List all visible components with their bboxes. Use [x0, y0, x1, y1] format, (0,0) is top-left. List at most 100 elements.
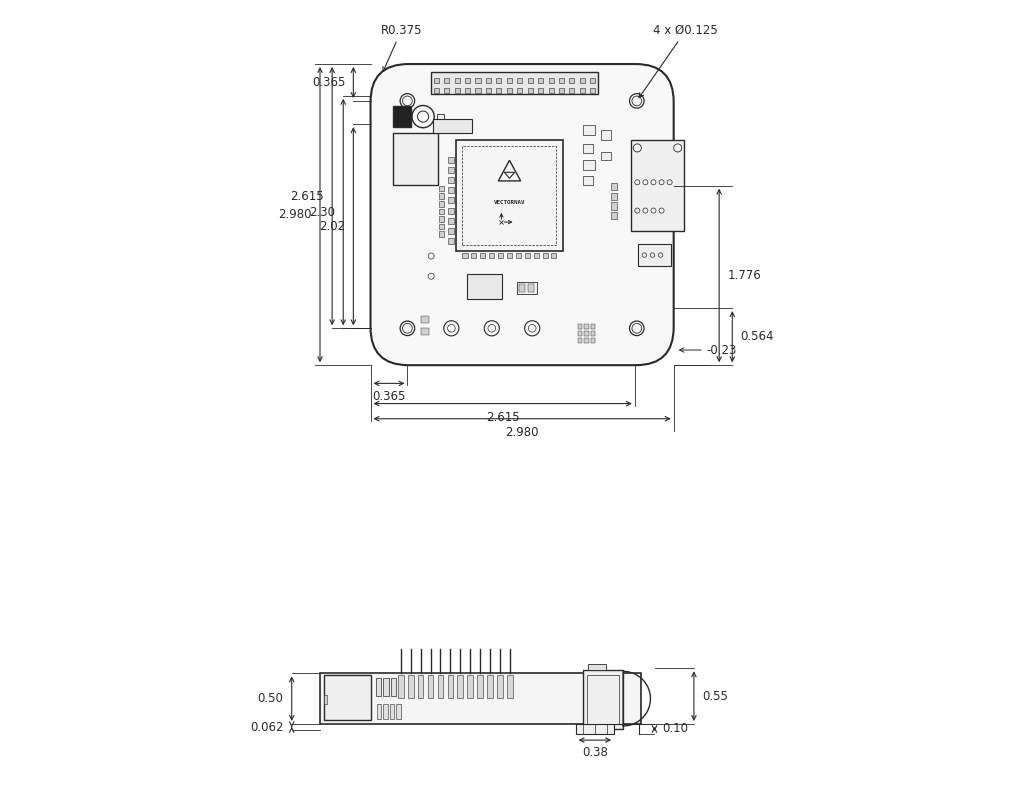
Text: 2.980: 2.980: [279, 208, 312, 221]
Text: 0.55: 0.55: [702, 690, 728, 702]
Bar: [465, 88, 470, 93]
Bar: [583, 160, 595, 170]
Bar: [559, 88, 564, 93]
Text: 1.776: 1.776: [727, 269, 761, 282]
Bar: [477, 675, 483, 698]
Bar: [527, 78, 532, 83]
Bar: [538, 88, 543, 93]
Bar: [591, 324, 595, 329]
Bar: [601, 130, 611, 140]
Bar: [455, 78, 460, 83]
Bar: [434, 78, 438, 83]
Bar: [583, 144, 593, 153]
Text: 0.365: 0.365: [312, 76, 345, 89]
Bar: [551, 253, 556, 258]
Bar: [390, 704, 394, 719]
Text: 2.615: 2.615: [291, 190, 324, 202]
Bar: [569, 88, 574, 93]
Bar: [519, 284, 525, 293]
Bar: [517, 88, 522, 93]
Bar: [447, 675, 454, 698]
Bar: [449, 167, 455, 173]
Bar: [324, 695, 327, 704]
Bar: [517, 78, 522, 83]
Bar: [585, 331, 589, 336]
Bar: [543, 253, 548, 258]
Bar: [497, 78, 502, 83]
Bar: [587, 676, 620, 724]
Bar: [486, 88, 490, 93]
Bar: [507, 675, 513, 698]
Bar: [383, 704, 388, 719]
Text: 4 x Ø0.125: 4 x Ø0.125: [639, 24, 718, 97]
Bar: [393, 107, 411, 127]
Bar: [444, 88, 450, 93]
Bar: [580, 78, 585, 83]
Bar: [486, 78, 490, 83]
Bar: [583, 125, 595, 134]
Bar: [439, 193, 444, 199]
Bar: [431, 72, 598, 94]
Bar: [449, 218, 455, 224]
Bar: [583, 670, 624, 729]
Bar: [578, 338, 583, 343]
Bar: [324, 676, 371, 720]
Bar: [408, 675, 414, 698]
Bar: [480, 253, 485, 258]
Text: 0.564: 0.564: [740, 330, 774, 343]
Bar: [439, 186, 444, 191]
Bar: [611, 184, 617, 191]
Bar: [428, 675, 433, 698]
Bar: [383, 679, 389, 696]
Bar: [601, 152, 611, 160]
Bar: [497, 88, 502, 93]
Bar: [527, 88, 532, 93]
Bar: [611, 212, 617, 219]
Bar: [437, 675, 443, 698]
Bar: [611, 193, 617, 200]
Bar: [377, 704, 381, 719]
Bar: [391, 679, 396, 696]
Bar: [516, 253, 521, 258]
Bar: [458, 675, 463, 698]
Bar: [471, 253, 476, 258]
Text: 0.10: 0.10: [663, 722, 688, 736]
Text: R0.375: R0.375: [381, 24, 422, 71]
Bar: [590, 78, 595, 83]
Bar: [497, 675, 503, 698]
Bar: [439, 209, 444, 214]
Bar: [439, 201, 444, 206]
Bar: [507, 88, 512, 93]
Bar: [449, 207, 455, 214]
Text: 0.38: 0.38: [582, 746, 608, 759]
Bar: [475, 78, 480, 83]
Bar: [585, 324, 589, 329]
Bar: [475, 88, 480, 93]
Text: 0.50: 0.50: [258, 692, 284, 705]
Bar: [528, 284, 535, 293]
Bar: [463, 146, 556, 245]
Text: 0.062: 0.062: [250, 721, 284, 733]
Bar: [631, 140, 684, 231]
Bar: [638, 244, 671, 266]
Bar: [580, 88, 585, 93]
Bar: [591, 331, 595, 336]
Bar: [538, 78, 543, 83]
Text: 0.365: 0.365: [373, 391, 406, 403]
Bar: [434, 88, 438, 93]
Bar: [449, 228, 455, 234]
Text: 2.980: 2.980: [506, 426, 539, 439]
Bar: [449, 157, 455, 163]
Bar: [467, 274, 502, 300]
Bar: [534, 253, 539, 258]
Text: 2.02: 2.02: [319, 220, 345, 233]
Text: 2.30: 2.30: [309, 206, 335, 218]
Bar: [489, 253, 495, 258]
Bar: [439, 216, 444, 221]
Bar: [517, 282, 538, 294]
Bar: [569, 78, 574, 83]
Bar: [590, 88, 595, 93]
Bar: [433, 119, 472, 133]
Bar: [611, 202, 617, 210]
Bar: [463, 253, 468, 258]
